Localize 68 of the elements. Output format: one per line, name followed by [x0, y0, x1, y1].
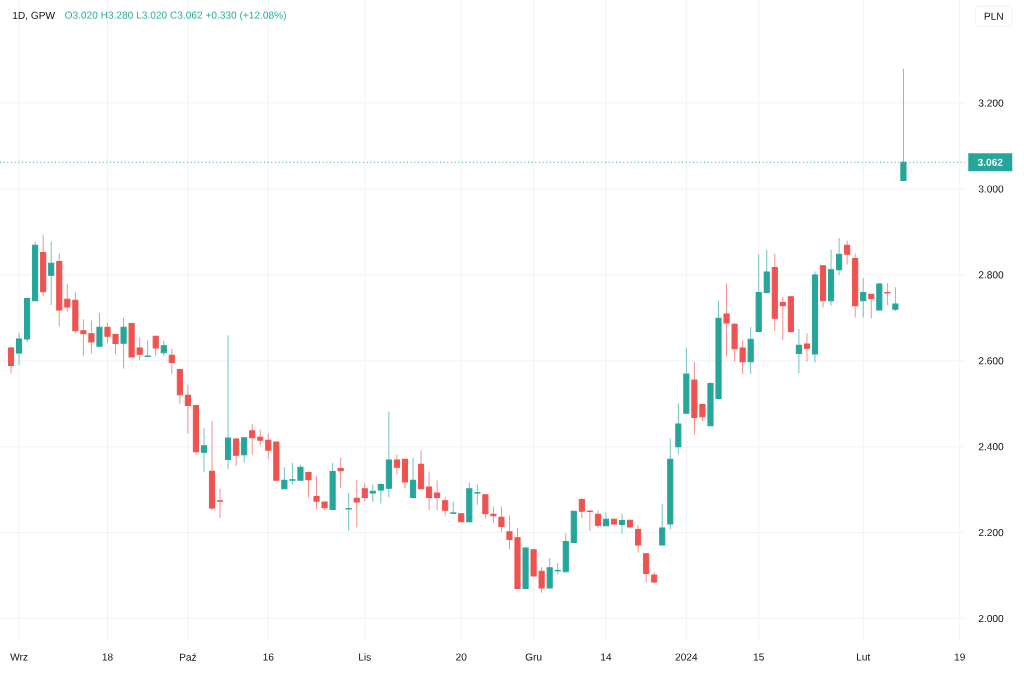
x-tick-label: Gru [525, 653, 542, 661]
candlestick [361, 482, 368, 503]
x-tick-label: 19 [954, 653, 965, 661]
y-tick-label: 2.400 [978, 443, 1004, 451]
candlestick [763, 249, 770, 293]
candlestick [442, 496, 449, 516]
y-tick-label: 2.200 [978, 529, 1004, 537]
candlestick [426, 471, 433, 511]
candlestick [836, 237, 843, 276]
candlestick [48, 241, 55, 306]
candlestick [225, 334, 232, 470]
candlestick [643, 553, 650, 583]
candlestick [635, 524, 642, 554]
x-tick-label: 18 [102, 653, 113, 661]
x-tick-label: Wrz [10, 653, 28, 661]
x-tick-label: Lis [359, 653, 371, 661]
candlestick [884, 282, 891, 306]
candlestick [7, 346, 15, 375]
candlestick [578, 497, 585, 519]
candlestick [892, 286, 899, 312]
candlestick [795, 328, 802, 374]
candlestick [216, 488, 224, 519]
x-tick-label: 14 [601, 653, 612, 661]
text: 1D, GPW [13, 11, 56, 21]
candlestick [305, 471, 312, 498]
candlestick [675, 402, 682, 455]
x-tick-label: Lut [857, 653, 871, 661]
x-tick-label: Paź [180, 653, 197, 661]
x-tick-label: 2024 [675, 653, 698, 661]
candlestick [249, 423, 256, 455]
candlestick [659, 503, 666, 546]
x-tick-label: 15 [753, 653, 764, 661]
y-tick-label: 3.000 [978, 185, 1004, 193]
candlestick [120, 317, 127, 370]
candlestick [96, 312, 103, 347]
candlestick [345, 492, 352, 531]
ref-line-label: 3.062 [977, 158, 1003, 166]
candlestick [353, 479, 360, 528]
candlestick [241, 437, 248, 464]
candlestick [184, 384, 191, 434]
candlestick [393, 453, 400, 476]
candlestick [337, 457, 344, 489]
candlestick [723, 282, 730, 357]
candlestick [401, 458, 409, 489]
candlestick [152, 335, 159, 357]
candlestick [618, 513, 626, 534]
candlestick [409, 457, 417, 498]
candlestick [844, 240, 851, 266]
candlestick [803, 332, 811, 363]
candlestick [15, 332, 23, 366]
y-tick-label: 3.200 [978, 99, 1004, 107]
candlestick [233, 437, 240, 467]
candlestick [377, 482, 384, 504]
candlestick [860, 277, 867, 318]
candlestick [200, 427, 208, 473]
candlestick [602, 511, 610, 527]
x-tick-label: 20 [456, 653, 467, 661]
candlestick [168, 348, 175, 375]
text: O3.020 H3.280 L3.020 C3.062 +0.330 (+12.08%) [65, 11, 286, 21]
y-axis-title: PLN [984, 12, 1003, 20]
candlestick [747, 326, 754, 375]
y-tick-label: 2.800 [978, 271, 1004, 279]
y-tick-label: 2.600 [978, 357, 1004, 365]
candlestick [868, 293, 875, 319]
y-tick-label: 2.000 [978, 614, 1004, 623]
candlestick [434, 479, 441, 511]
candlestick [779, 296, 786, 341]
x-tick-label: 16 [263, 653, 274, 661]
